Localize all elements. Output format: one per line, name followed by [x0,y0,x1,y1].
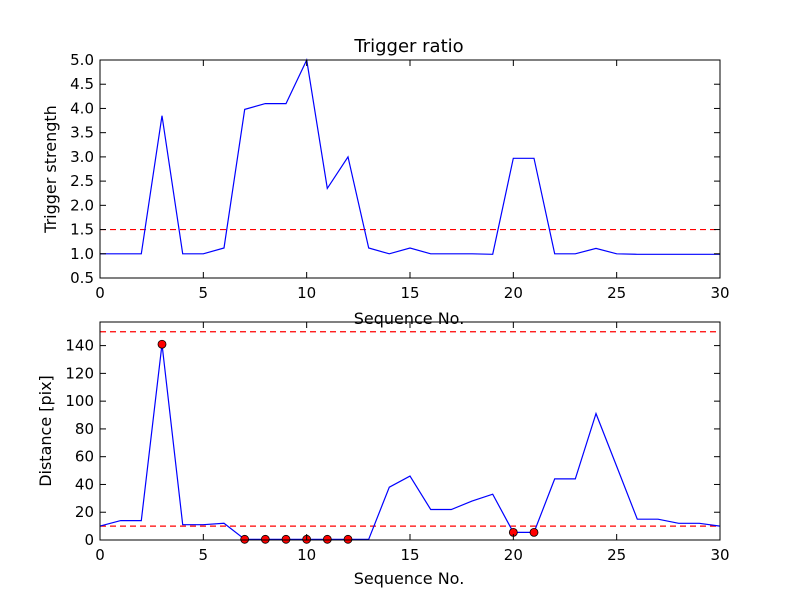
y-tick-label: 2.5 [70,172,94,190]
x-tick-label: 10 [297,546,316,564]
y-tick-label: 3.5 [70,124,94,142]
y-tick-label: 60 [75,448,94,466]
y-tick-label: 0.5 [70,269,94,287]
series-line [100,57,720,255]
y-tick-label: 4.5 [70,75,94,93]
y-axis-label: Trigger strength [41,105,60,234]
y-tick-label: 20 [75,503,94,521]
x-tick-label: 10 [297,284,316,302]
x-tick-label: 15 [400,284,419,302]
x-tick-label: 25 [607,284,626,302]
y-tick-label: 0 [84,531,94,549]
y-tick-label: 3.0 [70,148,94,166]
x-tick-label: 0 [95,546,105,564]
data-marker [529,527,539,537]
y-tick-label: 100 [65,392,94,410]
y-tick-label: 120 [65,364,94,382]
data-marker [240,534,250,544]
y-axis-label: Distance [pix] [36,375,55,487]
x-tick-label: 20 [504,284,523,302]
series-line [99,344,721,540]
x-axis-label: Sequence No. [354,569,465,588]
x-tick-label: 5 [199,284,209,302]
data-marker [260,534,270,544]
y-tick-label: 2.0 [70,196,94,214]
x-tick-label: 0 [95,284,105,302]
chart-title: Trigger ratio [353,36,463,57]
y-tick-label: 80 [75,420,94,438]
plot-frame [99,59,721,279]
x-tick-label: 5 [199,546,209,564]
y-tick-label: 4.0 [70,99,94,117]
x-tick-label: 20 [504,546,523,564]
trigger-ratio-plot: 0 5 10 15 20 25 30 0.5 1.0 1.5 2.0 2.5 3.0 3.5 4.0 4.5 5… [41,36,730,328]
x-axis-label: Sequence No. [354,309,465,328]
y-tick-label: 1.0 [70,245,94,263]
plot-frame [99,321,721,541]
data-marker [343,534,353,544]
x-tick-label: 30 [710,284,729,302]
y-tick-label: 5.0 [70,51,94,69]
x-tick-label: 25 [607,546,626,564]
x-tick-label: 30 [710,546,729,564]
y-tick-label: 40 [75,475,94,493]
y-tick-label: 1.5 [70,221,94,239]
y-tick-label: 140 [65,337,94,355]
data-marker [281,534,291,544]
distance-plot: 0 5 10 15 20 25 30 0 20 40 60 80 100 120 140 Sequence N… [36,321,730,588]
data-marker [322,534,332,544]
data-marker [157,339,167,349]
x-tick-label: 15 [400,546,419,564]
